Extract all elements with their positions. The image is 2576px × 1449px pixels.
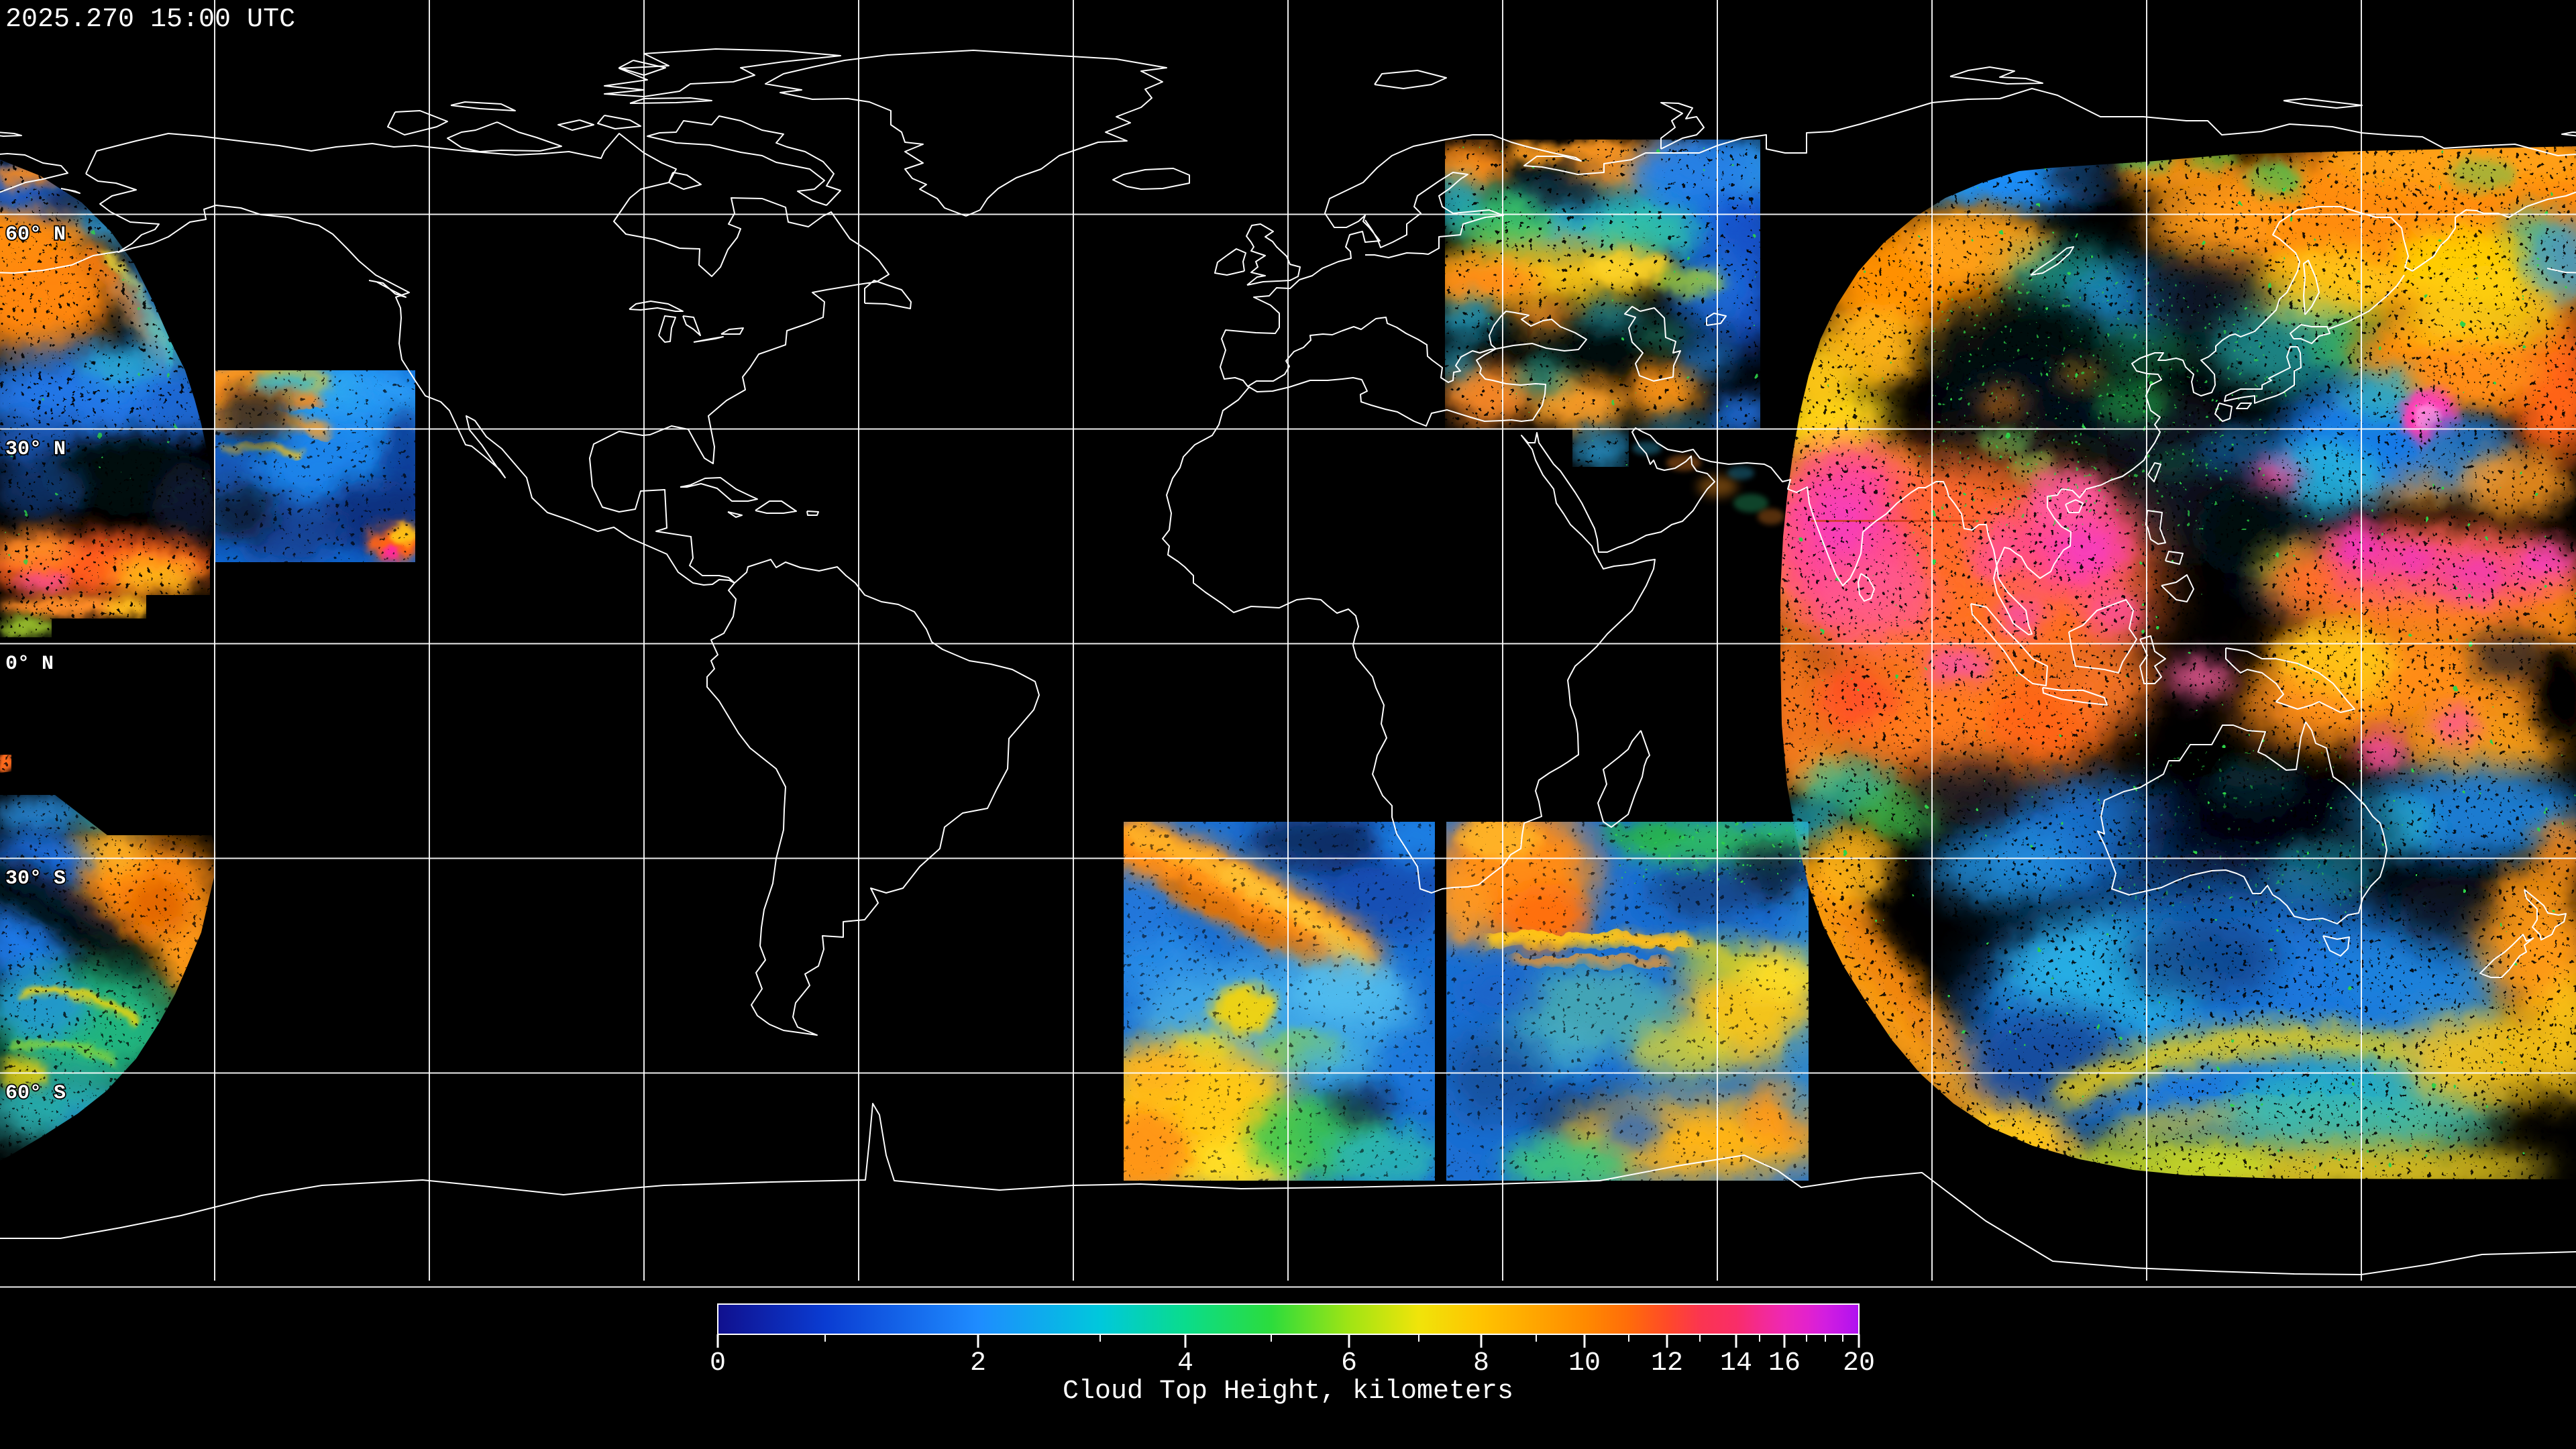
svg-text:0: 0 — [710, 1348, 726, 1379]
svg-text:12: 12 — [1651, 1348, 1683, 1379]
svg-text:4: 4 — [1177, 1348, 1193, 1379]
svg-text:60° N: 60° N — [5, 223, 66, 246]
svg-text:16: 16 — [1768, 1348, 1801, 1379]
svg-text:8: 8 — [1473, 1348, 1489, 1379]
svg-text:14: 14 — [1720, 1348, 1752, 1379]
svg-text:6: 6 — [1341, 1348, 1357, 1379]
svg-text:60° S: 60° S — [5, 1082, 66, 1105]
svg-text:30° S: 30° S — [5, 867, 66, 890]
svg-text:30° N: 30° N — [5, 438, 66, 461]
svg-text:2025.270 15:00 UTC: 2025.270 15:00 UTC — [5, 5, 295, 35]
svg-text:2: 2 — [970, 1348, 986, 1379]
svg-text:10: 10 — [1568, 1348, 1601, 1379]
svg-text:Cloud Top Height, kilometers: Cloud Top Height, kilometers — [1063, 1377, 1513, 1407]
svg-text:0° N: 0° N — [5, 653, 54, 676]
svg-text:20: 20 — [1843, 1348, 1875, 1379]
